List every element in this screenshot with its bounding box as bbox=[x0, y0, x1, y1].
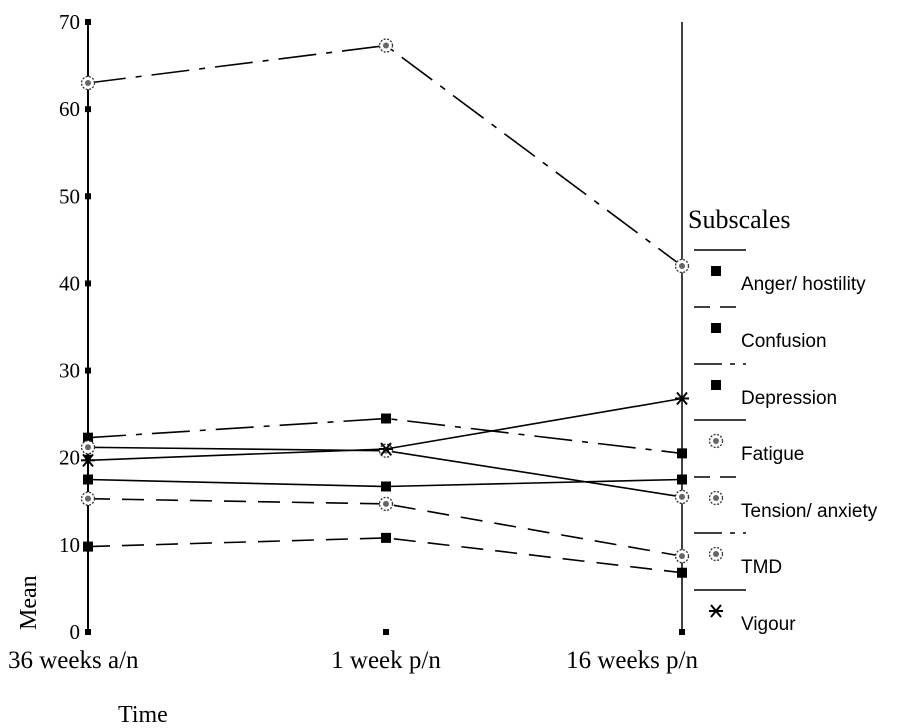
square-marker bbox=[711, 266, 721, 276]
square-marker bbox=[711, 323, 721, 333]
square-marker bbox=[677, 567, 687, 578]
y-tick-mark bbox=[85, 193, 91, 200]
x-tick-label: 16 weeks p/n bbox=[566, 647, 698, 674]
legend-item: Tension/ anxiety bbox=[694, 476, 878, 522]
y-axis-label: Mean bbox=[16, 575, 42, 630]
legend-label: Anger/ hostility bbox=[741, 274, 866, 295]
series-line bbox=[87, 417, 683, 455]
x-axis-label: Time bbox=[118, 702, 168, 728]
diamond-circle-marker bbox=[674, 258, 690, 274]
series-confusion bbox=[83, 532, 687, 578]
legend-label: Confusion bbox=[741, 331, 827, 352]
diamond-circle-marker bbox=[708, 433, 724, 449]
diamond-circle-marker bbox=[80, 75, 96, 91]
square-marker bbox=[677, 474, 687, 485]
y-tick-label: 0 bbox=[70, 620, 81, 644]
legend-label: Depression bbox=[741, 388, 837, 409]
y-tick-mark bbox=[85, 19, 91, 25]
series-line bbox=[87, 537, 683, 574]
series-tmd bbox=[80, 38, 690, 274]
diamond-circle-marker bbox=[708, 490, 724, 506]
legend-item: Anger/ hostility bbox=[694, 249, 866, 295]
y-tick-mark bbox=[85, 280, 91, 287]
diamond-circle-marker bbox=[80, 440, 96, 455]
series-line bbox=[87, 44, 683, 267]
x-tick-label: 36 weeks a/n bbox=[8, 647, 139, 674]
y-tick-mark bbox=[85, 454, 91, 461]
legend-item: Depression bbox=[694, 363, 837, 409]
square-marker bbox=[83, 474, 93, 485]
legend: Subscales Anger/ hostility Confusion Depres… bbox=[688, 205, 878, 635]
legend-label: TMD bbox=[741, 557, 782, 578]
diamond-circle-marker bbox=[674, 489, 690, 505]
square-marker bbox=[381, 413, 391, 424]
legend-item: Confusion bbox=[694, 306, 827, 352]
y-tick-label: 10 bbox=[59, 533, 80, 557]
x-tick-mark bbox=[85, 629, 91, 635]
y-tick-label: 70 bbox=[59, 10, 80, 34]
diamond-circle-marker bbox=[378, 38, 394, 53]
star-marker bbox=[81, 453, 95, 467]
y-tick-label: 30 bbox=[59, 359, 80, 383]
diamond-circle-marker bbox=[674, 549, 690, 564]
square-marker bbox=[677, 448, 687, 459]
square-marker bbox=[381, 532, 391, 543]
star-marker bbox=[675, 391, 689, 406]
legend-item: TMD bbox=[694, 532, 782, 578]
square-marker bbox=[83, 432, 93, 443]
x-tick-mark bbox=[679, 629, 685, 635]
y-tick-label: 20 bbox=[59, 446, 80, 470]
series-layer bbox=[80, 38, 690, 578]
x-tick-label: 1 week p/n bbox=[331, 647, 441, 674]
axes: 0 10 20 30 40 50 60 70 36 weeks a/n 1 week p/n 16 … bbox=[8, 10, 698, 674]
star-marker bbox=[709, 604, 723, 618]
y-tick-label: 50 bbox=[59, 184, 80, 208]
series-tension-anxiety bbox=[80, 491, 690, 564]
star-marker bbox=[379, 442, 393, 456]
y-tick-mark bbox=[85, 106, 91, 113]
square-marker bbox=[711, 380, 721, 390]
diamond-circle-marker bbox=[708, 546, 724, 562]
y-tick-label: 40 bbox=[59, 271, 80, 295]
legend-title: Subscales bbox=[688, 205, 791, 234]
series-depression bbox=[83, 413, 687, 459]
legend-item: Vigour bbox=[694, 589, 796, 635]
legend-label: Fatigue bbox=[741, 444, 804, 465]
legend-label: Vigour bbox=[741, 614, 796, 635]
series-vigour bbox=[81, 391, 689, 467]
square-marker bbox=[381, 481, 391, 492]
diamond-circle-marker bbox=[378, 496, 394, 512]
square-marker bbox=[83, 541, 93, 552]
x-tick-mark bbox=[383, 629, 389, 635]
y-tick-label: 60 bbox=[59, 97, 80, 121]
legend-label: Tension/ anxiety bbox=[741, 501, 878, 522]
diamond-circle-marker bbox=[80, 491, 96, 506]
y-tick-mark bbox=[85, 367, 91, 374]
legend-item: Fatigue bbox=[694, 419, 804, 465]
